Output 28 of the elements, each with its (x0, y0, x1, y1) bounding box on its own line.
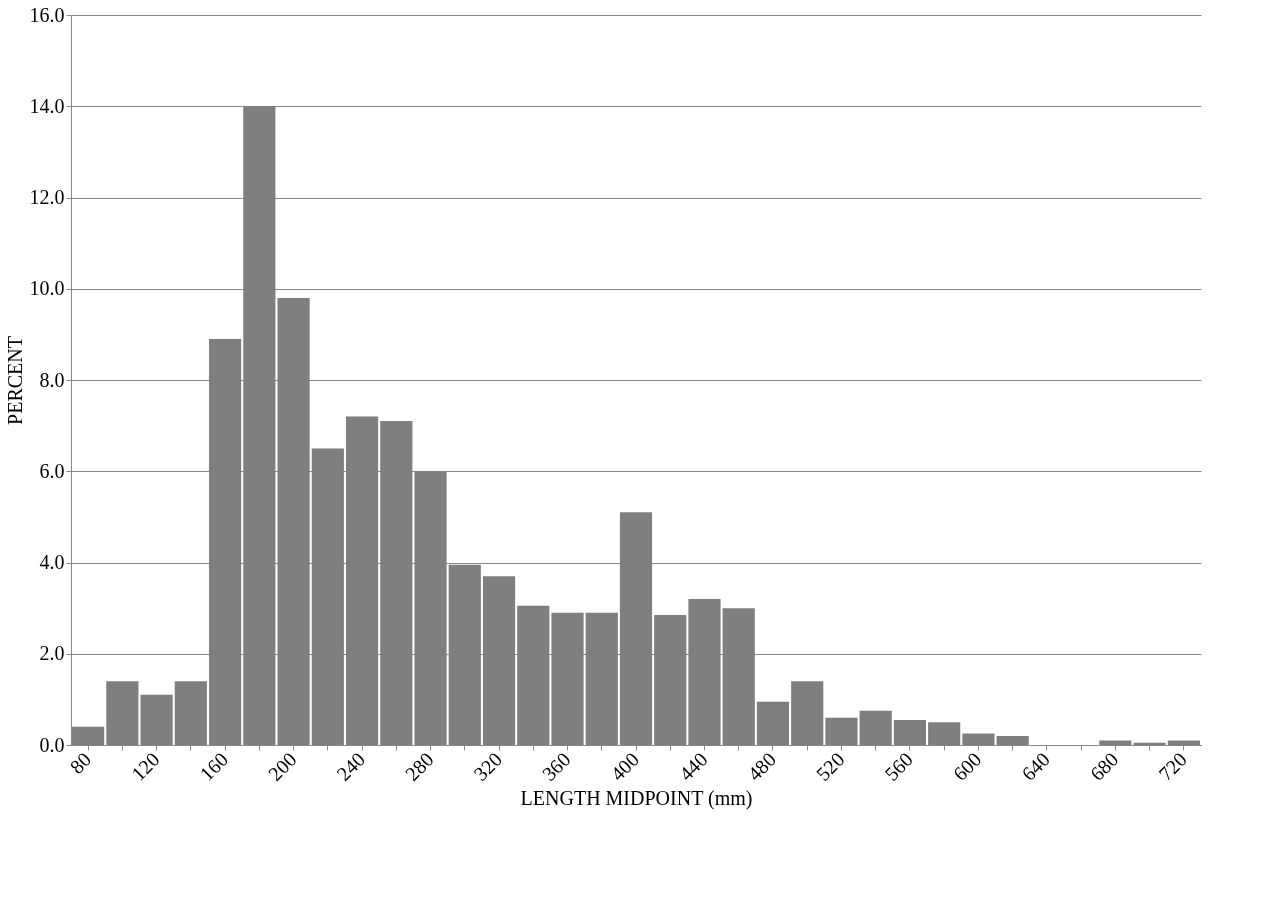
x-tick-label: 480 (743, 748, 781, 785)
x-tick-label: 560 (880, 748, 918, 785)
x-tick-label: 160 (195, 748, 233, 785)
y-tick-label: 4.0 (39, 551, 65, 573)
x-tick-label: 600 (948, 748, 986, 785)
y-tick-label: 10.0 (29, 277, 65, 300)
x-tick-label: 200 (263, 748, 301, 785)
y-tick-label: 2.0 (39, 642, 65, 665)
x-tick-label: 280 (400, 748, 438, 785)
x-tick-label: 120 (126, 748, 164, 785)
y-tick-label: 14.0 (29, 94, 65, 117)
x-tick-label: 440 (674, 748, 712, 785)
y-tick-label: 16.0 (29, 3, 65, 26)
x-tick-label: 720 (1154, 748, 1191, 785)
x-tick-label: 400 (606, 748, 644, 785)
x-tick-label: 360 (537, 748, 575, 785)
x-tick-label: 640 (1017, 748, 1054, 785)
y-tick-label: 12.0 (29, 186, 65, 208)
x-axis-title: LENGTH MIDPOINT (mm) (520, 786, 753, 810)
x-tick-label: 320 (469, 748, 507, 785)
x-tick-label: 680 (1085, 748, 1123, 785)
y-axis-title: PERCENT (3, 336, 26, 425)
y-tick-label: 6.0 (39, 459, 65, 482)
x-tick-label: 80 (65, 748, 96, 778)
y-tick-label: 0.0 (39, 733, 65, 756)
x-tick-label: 240 (332, 748, 370, 785)
y-tick-label: 8.0 (39, 368, 65, 391)
x-tick-label: 520 (811, 748, 849, 785)
